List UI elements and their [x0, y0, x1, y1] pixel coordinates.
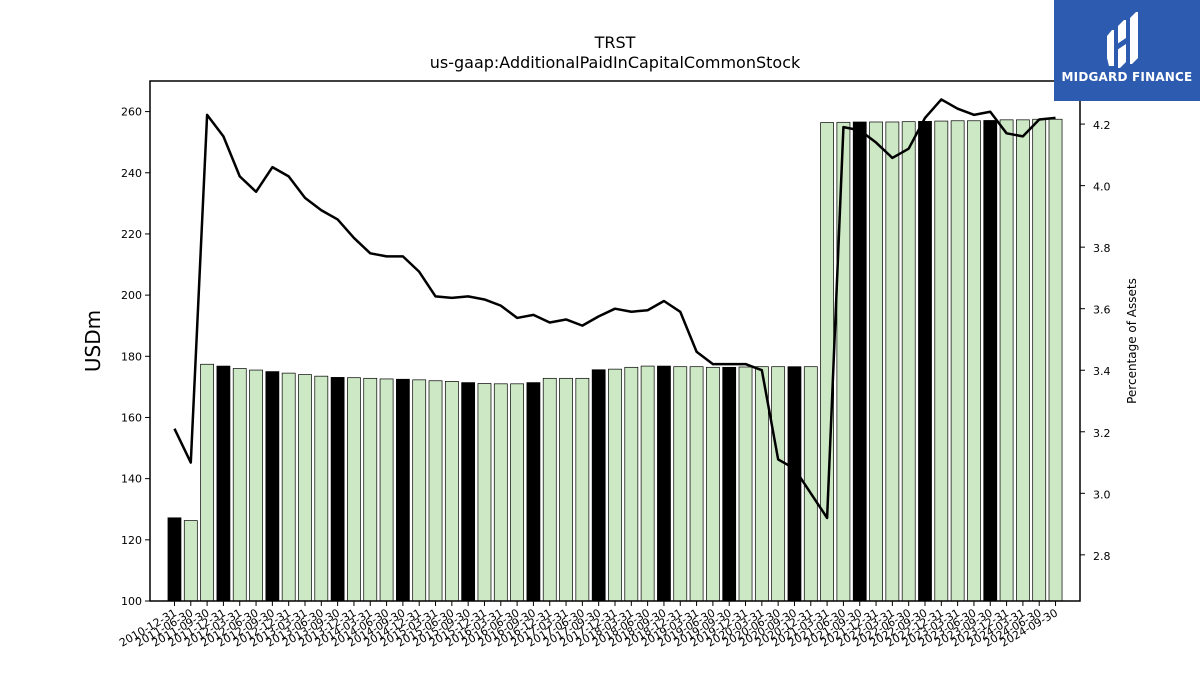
bar-2016-03-31: [493, 383, 508, 602]
bar-2022-09-30: [918, 121, 932, 602]
y-tick-label: 180: [121, 350, 142, 363]
bar-2016-12-31: [542, 377, 557, 602]
bar-2017-03-31: [559, 377, 573, 602]
bar-2012-09-30: [265, 371, 280, 602]
bar-2015-12-31: [477, 383, 492, 602]
bar-2023-03-31: [950, 120, 965, 602]
y-tick-label: 120: [121, 534, 142, 547]
bar-2021-09-30: [852, 121, 867, 602]
y-tick-label: 200: [121, 289, 142, 302]
y-axis-label: USDm: [81, 310, 105, 372]
y-tick-label: 220: [121, 228, 142, 241]
y2-tick-label: 2.8: [1093, 550, 1111, 563]
bar-2021-12-31: [869, 121, 883, 602]
bars-group: [167, 118, 1063, 602]
bar-2023-09-30: [983, 120, 998, 602]
bar-2013-09-30: [330, 377, 345, 602]
y-tick-label: 100: [121, 595, 142, 608]
y2-axis-ticks: 2.8 3.0 3.2 3.4 3.6 3.8 4.0 4.2: [1080, 119, 1111, 563]
bar-2013-12-31: [347, 377, 361, 602]
bar-2020-06-30: [771, 366, 786, 602]
bar-2022-03-31: [885, 121, 900, 602]
bar-2019-12-31: [738, 366, 753, 602]
line-group: [173, 98, 1056, 520]
y2-axis-label: Percentage of Assets: [1125, 278, 1139, 404]
y-axis-ticks: 100 120 140 160 180 200 220 240 260: [121, 106, 150, 608]
bar-2014-12-31: [412, 379, 427, 602]
y2-tick-label: 3.4: [1093, 365, 1111, 378]
chart-subtitle: us-gaap:AdditionalPaidInCapitalCommonSto…: [430, 53, 801, 72]
bar-2021-06-30: [836, 121, 851, 602]
bar-2012-12-31: [281, 372, 296, 602]
bar-2010-12-31: [167, 517, 182, 602]
bar-2018-12-31: [673, 366, 688, 602]
bar-2024-09-30: [1048, 118, 1063, 602]
bar-2015-03-31: [428, 380, 443, 602]
y2-tick-label: 4.2: [1093, 119, 1111, 132]
bar-2013-03-31: [298, 374, 312, 602]
y-tick-label: 140: [121, 473, 142, 486]
bar-2020-09-30: [787, 366, 802, 602]
bar-2015-06-30: [444, 381, 459, 602]
bar-2024-03-31: [1016, 119, 1030, 602]
bar-2022-06-30: [901, 121, 916, 602]
y2-tick-label: 4.0: [1093, 181, 1111, 194]
bar-2023-06-30: [967, 120, 981, 602]
bar-2012-03-31: [232, 368, 247, 602]
bar-2015-09-30: [461, 382, 476, 602]
bar-2019-03-31: [689, 366, 704, 602]
bar-2014-03-31: [363, 377, 378, 602]
y-tick-label: 160: [121, 411, 142, 424]
bar-2011-09-30: [200, 363, 214, 602]
bar-2017-12-31: [608, 368, 622, 602]
bar-2013-06-30: [314, 375, 329, 602]
bar-2018-06-30: [640, 365, 655, 602]
bar-2023-12-31: [999, 119, 1014, 602]
x-axis-ticks: 2010-12-312011-06-302011-09-302011-12-31…: [117, 601, 1060, 650]
bar-2011-12-31: [216, 365, 231, 602]
bar-2017-09-30: [591, 369, 606, 602]
brand-name: MIDGARD FINANCE: [1061, 70, 1193, 84]
y2-tick-label: 3.0: [1093, 488, 1111, 501]
bar-2018-09-30: [657, 365, 671, 602]
bar-2022-12-31: [934, 120, 949, 602]
bar-2021-03-31: [820, 122, 834, 602]
y2-tick-label: 3.8: [1093, 242, 1111, 255]
y-tick-label: 240: [121, 167, 142, 180]
brand-logo: MIDGARD FINANCE: [1054, 0, 1200, 101]
bar-2011-06-30: [183, 520, 198, 602]
midgard-finance-logo-icon: [1107, 12, 1138, 68]
bar-2024-06-30: [1032, 118, 1047, 602]
bar-2016-06-30: [510, 383, 524, 602]
bar-2014-06-30: [379, 378, 394, 602]
bar-2017-06-30: [575, 377, 590, 602]
percentage-of-assets-line: [173, 98, 1056, 520]
bar-2020-12-31: [803, 366, 818, 602]
bar-2019-09-30: [722, 366, 737, 602]
chart-title: TRST: [594, 33, 636, 52]
bar-2012-06-30: [249, 369, 263, 602]
bar-2014-09-30: [396, 378, 410, 602]
y2-tick-label: 3.2: [1093, 427, 1111, 440]
y2-tick-label: 3.6: [1093, 304, 1111, 317]
bar-2019-06-30: [706, 366, 720, 602]
bar-2016-09-30: [526, 382, 541, 602]
bar-2018-03-31: [624, 366, 639, 602]
y-tick-label: 260: [121, 106, 142, 119]
